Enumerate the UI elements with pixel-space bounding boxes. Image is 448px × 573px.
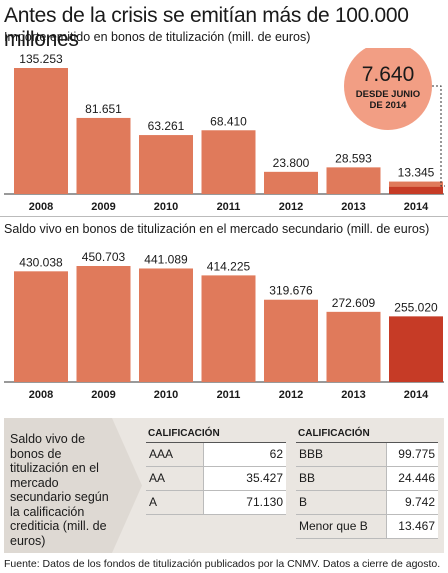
rating-intro: Saldo vivo de bonos de titulización en e… bbox=[10, 432, 109, 548]
rating-label: AAA bbox=[146, 442, 204, 467]
value-label-2011: 414.225 bbox=[207, 259, 251, 273]
badge-label-line2: DE 2014 bbox=[370, 100, 408, 111]
tick-label-2009: 2009 bbox=[91, 389, 115, 401]
value-label-2009: 450.703 bbox=[82, 250, 126, 264]
bar-2009 bbox=[76, 266, 131, 382]
tick-label-2012: 2012 bbox=[279, 389, 303, 401]
value-label-2013: 272.609 bbox=[332, 296, 376, 310]
bar-2013 bbox=[326, 167, 381, 194]
tick-label-2008: 2008 bbox=[29, 389, 53, 401]
bar-2011 bbox=[201, 130, 256, 194]
rating-table-left: CALIFICACIÓN AAA 62 AA 35.427 A 71.130 bbox=[146, 426, 286, 515]
rating-row: AAA 62 bbox=[146, 442, 286, 467]
value-label-2010: 63.261 bbox=[148, 119, 185, 133]
tick-label-2010: 2010 bbox=[154, 201, 178, 213]
badge-connector bbox=[432, 85, 445, 187]
tick-label-2009: 2009 bbox=[91, 201, 115, 213]
value-label-2009: 81.651 bbox=[85, 102, 122, 116]
chart2-title: Saldo vivo en bonos de titulización en e… bbox=[4, 222, 430, 236]
value-label-2008: 430.038 bbox=[19, 255, 63, 269]
value-label-2014: 255.020 bbox=[394, 300, 438, 314]
rating-header-left: CALIFICACIÓN bbox=[146, 426, 286, 443]
rating-value: 71.130 bbox=[203, 490, 286, 515]
rating-row: Menor que B 13.467 bbox=[296, 514, 438, 539]
rating-header-right: CALIFICACIÓN bbox=[296, 426, 438, 443]
value-label-2012: 23.800 bbox=[273, 156, 310, 170]
chart1-title: Importe emitido en bonos de titulización… bbox=[4, 30, 311, 44]
rating-value: 35.427 bbox=[203, 466, 286, 491]
chart-saldo-vivo: 430.038 2008 450.703 2009 441.089 2010 414.225… bbox=[4, 250, 444, 401]
badge-value: 7.640 bbox=[362, 63, 415, 86]
divider bbox=[0, 216, 448, 217]
page-title: Antes de la crisis se emitían más de 100… bbox=[4, 4, 409, 51]
rating-label: AA bbox=[146, 466, 204, 491]
bar-2009 bbox=[76, 117, 131, 194]
tick-label-2010: 2010 bbox=[154, 389, 178, 401]
value-label-2011: 68.410 bbox=[210, 114, 247, 128]
bar-highlight-desde-junio bbox=[389, 186, 443, 194]
value-label-2012: 319.676 bbox=[269, 284, 313, 298]
tick-label-2013: 2013 bbox=[341, 389, 365, 401]
bar-2013 bbox=[326, 311, 381, 382]
bar-2012 bbox=[264, 299, 318, 382]
rating-label: BB bbox=[296, 466, 387, 491]
rating-value: 99.775 bbox=[385, 442, 438, 467]
tick-label-2012: 2012 bbox=[279, 201, 303, 213]
value-label-2008: 135.253 bbox=[19, 52, 63, 66]
bar-2010 bbox=[139, 135, 193, 194]
rating-row: AA 35.427 bbox=[146, 466, 286, 491]
rating-label: Menor que B bbox=[296, 514, 387, 539]
bar-2012 bbox=[264, 171, 318, 194]
bar-2010 bbox=[139, 268, 193, 382]
badge-label-line1: DESDE JUNIO bbox=[356, 89, 420, 100]
rating-intro-arrow bbox=[4, 418, 142, 553]
tick-label-2014: 2014 bbox=[404, 389, 429, 401]
rating-row: A 71.130 bbox=[146, 490, 286, 515]
rating-value: 9.742 bbox=[385, 490, 438, 515]
tick-label-2011: 2011 bbox=[217, 201, 241, 213]
value-label-2013: 28.593 bbox=[335, 151, 372, 165]
bar-2014 bbox=[389, 316, 443, 382]
bar-2008 bbox=[14, 68, 68, 194]
rating-label: A bbox=[146, 490, 204, 515]
value-label-2014: 13.345 bbox=[398, 166, 435, 180]
bar-2011 bbox=[201, 275, 256, 382]
badge-circle bbox=[344, 48, 432, 130]
rating-value: 24.446 bbox=[385, 466, 438, 491]
rating-value: 13.467 bbox=[385, 514, 438, 539]
rating-row: BBB 99.775 bbox=[296, 442, 438, 467]
rating-label: BBB bbox=[296, 442, 387, 467]
footer-source: Fuente: Datos de los fondos de titulizac… bbox=[4, 558, 441, 570]
tick-label-2014: 2014 bbox=[404, 201, 429, 213]
rating-row: B 9.742 bbox=[296, 490, 438, 515]
tick-label-2011: 2011 bbox=[217, 389, 241, 401]
rating-row: BB 24.446 bbox=[296, 466, 438, 491]
rating-table-right: CALIFICACIÓN BBB 99.775 BB 24.446 B 9.742 Meno… bbox=[296, 426, 438, 539]
rating-value: 62 bbox=[203, 442, 286, 467]
chart-emitido: 135.253 2008 81.651 2009 63.261 2010 68.410 201… bbox=[4, 48, 445, 213]
bar-2008 bbox=[14, 271, 68, 382]
value-label-2010: 441.089 bbox=[144, 252, 188, 266]
tick-label-2013: 2013 bbox=[341, 201, 365, 213]
tick-label-2008: 2008 bbox=[29, 201, 53, 213]
rating-label: B bbox=[296, 490, 387, 515]
